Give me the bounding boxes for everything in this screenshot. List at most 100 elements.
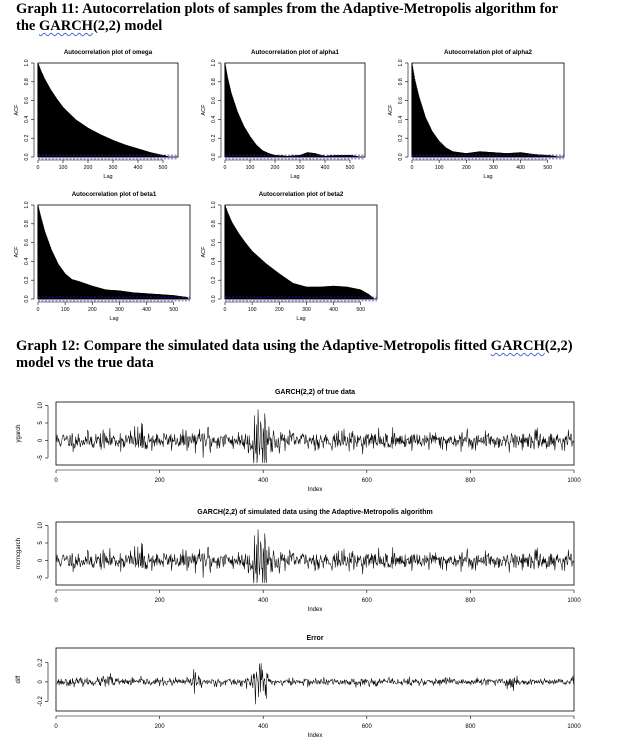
x-tick-label: 400 (258, 478, 269, 484)
x-tick-label: 0 (411, 165, 414, 171)
y-tick-label: 0.4 (211, 116, 217, 123)
graph12-heading-line1-post: (2,2) (544, 338, 573, 354)
y-axis-label: ACF (388, 104, 394, 116)
x-tick-label: 0 (37, 307, 40, 313)
series-line (56, 409, 575, 464)
x-tick-label: 1000 (567, 598, 581, 604)
y-tick-label: 0.4 (24, 258, 30, 265)
x-tick-label: 400 (329, 307, 338, 313)
x-tick-label: 300 (296, 165, 305, 171)
y-axis-label: ACF (201, 246, 207, 258)
graph11-heading-line2-post: (2,2) model (92, 18, 163, 34)
x-tick-label: 200 (271, 165, 280, 171)
x-tick-label: 200 (462, 165, 471, 171)
x-tick-label: 500 (543, 165, 552, 171)
x-axis-label: Index (308, 733, 323, 739)
y-tick-label: 0.2 (398, 134, 404, 141)
x-tick-label: 200 (155, 598, 166, 604)
x-tick-label: 400 (258, 598, 269, 604)
graph11-heading-garch-word: GARCH (38, 18, 93, 34)
y-tick-label: 0.0 (211, 153, 217, 160)
y-tick-label: -5 (38, 455, 44, 461)
x-axis-label: Index (308, 487, 323, 493)
acf-bars (37, 205, 188, 299)
plot-frame (55, 401, 575, 466)
chart-title: Autocorrelation plot of beta1 (72, 191, 157, 198)
x-axis-label: Lag (290, 174, 299, 180)
x-tick-label: 400 (258, 724, 269, 730)
y-axis-label: ACF (14, 246, 20, 258)
y-tick-label: 1.0 (24, 59, 30, 66)
y-tick-label: 10 (38, 402, 44, 409)
x-axis-label: Lag (109, 316, 118, 322)
x-tick-label: 100 (246, 165, 255, 171)
x-tick-label: 200 (275, 307, 284, 313)
graph12-heading: Graph 12: Compare the simulated data usi… (16, 338, 616, 372)
x-tick-label: 400 (516, 165, 525, 171)
y-tick-label: 1.0 (398, 59, 404, 66)
y-tick-label: 0.8 (24, 78, 30, 85)
x-tick-label: 400 (134, 165, 143, 171)
x-axis-label: Index (308, 607, 323, 613)
y-tick-label: 0.0 (24, 153, 30, 160)
y-tick-label: 1.0 (211, 59, 217, 66)
y-tick-label: 0.8 (211, 220, 217, 227)
acf-bars (224, 205, 375, 299)
x-tick-label: 400 (142, 307, 151, 313)
x-tick-label: 400 (321, 165, 330, 171)
x-tick-label: 800 (465, 478, 476, 484)
x-tick-label: 0 (54, 478, 58, 484)
x-tick-label: 100 (61, 307, 70, 313)
x-tick-label: 200 (155, 724, 166, 730)
y-axis-label: ygarch (16, 424, 22, 442)
x-tick-label: 600 (362, 598, 373, 604)
acf-bars (37, 63, 171, 157)
graph12-heading-line1-pre: Graph 12: Compare the simulated data usi… (16, 338, 491, 354)
y-tick-label: 0.8 (398, 78, 404, 85)
x-tick-label: 600 (362, 478, 373, 484)
y-tick-label: 0 (38, 680, 44, 684)
acf-bars (411, 63, 562, 157)
y-tick-label: -0.2 (38, 695, 44, 706)
x-tick-label: 800 (465, 598, 476, 604)
y-tick-label: 0.2 (24, 276, 30, 283)
y-axis-label: mcmcgarch (16, 538, 22, 569)
y-tick-label: -5 (38, 575, 44, 581)
chart-title: Autocorrelation plot of alpha1 (251, 49, 340, 56)
x-tick-label: 500 (169, 307, 178, 313)
acf-bars (224, 63, 363, 157)
y-tick-label: 0.6 (24, 97, 30, 104)
chart-title: Error (306, 635, 323, 642)
x-tick-label: 200 (88, 307, 97, 313)
y-tick-label: 0.6 (398, 97, 404, 104)
plot-frame (55, 521, 575, 586)
x-tick-label: 300 (302, 307, 311, 313)
y-tick-label: 0.0 (211, 295, 217, 302)
x-tick-label: 0 (37, 165, 40, 171)
x-tick-label: 0 (224, 307, 227, 313)
graph11-heading: Graph 11: Autocorrelation plots of sampl… (16, 1, 616, 35)
chart-title: Autocorrelation plot of omega (64, 49, 153, 56)
chart-title: GARCH(2,2) of simulated data using the A… (197, 509, 432, 516)
plot-frame (55, 647, 575, 712)
y-tick-label: 0.4 (211, 258, 217, 265)
y-axis-label: ACF (201, 104, 207, 116)
y-tick-label: 0.8 (211, 78, 217, 85)
x-tick-label: 500 (159, 165, 168, 171)
x-tick-label: 300 (115, 307, 124, 313)
y-tick-label: 0.8 (24, 220, 30, 227)
x-axis-label: Lag (483, 174, 492, 180)
y-axis-label: diff (16, 675, 22, 683)
y-tick-label: 0.4 (398, 116, 404, 123)
x-tick-label: 600 (362, 724, 373, 730)
x-tick-label: 100 (248, 307, 257, 313)
x-axis-label: Lag (103, 174, 112, 180)
x-tick-label: 300 (489, 165, 498, 171)
graph11-heading-line1: Graph 11: Autocorrelation plots of sampl… (16, 1, 559, 17)
chart-title: Autocorrelation plot of alpha2 (444, 49, 533, 56)
y-tick-label: 0.0 (24, 295, 30, 302)
x-tick-label: 300 (109, 165, 118, 171)
x-tick-label: 100 (59, 165, 68, 171)
x-tick-label: 200 (84, 165, 93, 171)
